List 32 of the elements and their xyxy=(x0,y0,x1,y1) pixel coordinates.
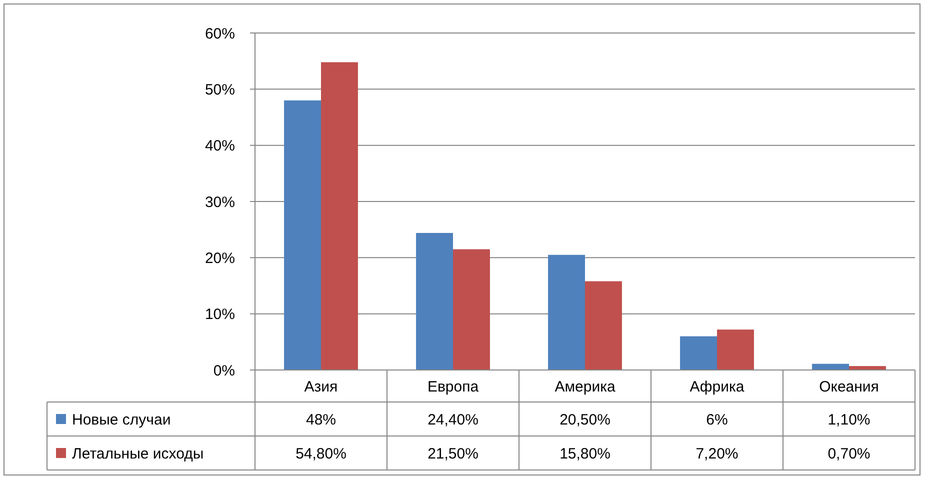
y-tick-label: 60% xyxy=(204,25,235,42)
y-tick-label: 20% xyxy=(204,250,235,267)
y-tick-label: 50% xyxy=(204,81,235,98)
y-tick-label: 30% xyxy=(204,194,235,211)
bar xyxy=(284,100,321,370)
data-label: 20,50% xyxy=(560,411,610,428)
data-label: 7,20% xyxy=(696,445,738,462)
y-tick-label: 40% xyxy=(204,138,235,155)
bar xyxy=(416,232,453,370)
bar xyxy=(717,330,754,370)
data-label: 24,40% xyxy=(428,411,478,428)
data-label: 0,70% xyxy=(828,445,870,462)
data-label: 48% xyxy=(306,411,336,428)
y-tick-label: 0% xyxy=(213,362,235,380)
data-label: 15,80% xyxy=(560,445,610,462)
x-tick-label: Европа xyxy=(427,378,480,396)
y-tick-label: 10% xyxy=(204,306,235,324)
bar xyxy=(321,62,358,370)
x-tick-label: Азия xyxy=(304,378,338,396)
legend-label: Новые случаи xyxy=(72,411,171,428)
legend-label: Летальные исходы xyxy=(72,445,204,462)
x-tick-label: Африка xyxy=(690,378,745,396)
x-tick-label: Океания xyxy=(819,378,879,396)
bar xyxy=(585,281,622,370)
bar xyxy=(680,336,717,370)
data-label: 21,50% xyxy=(428,445,478,462)
x-tick-label: Америка xyxy=(554,378,616,396)
bar xyxy=(548,254,585,370)
data-label: 54,80% xyxy=(296,445,346,462)
data-label: 1,10% xyxy=(828,411,870,428)
bar xyxy=(453,249,490,370)
data-label: 6% xyxy=(706,411,728,428)
